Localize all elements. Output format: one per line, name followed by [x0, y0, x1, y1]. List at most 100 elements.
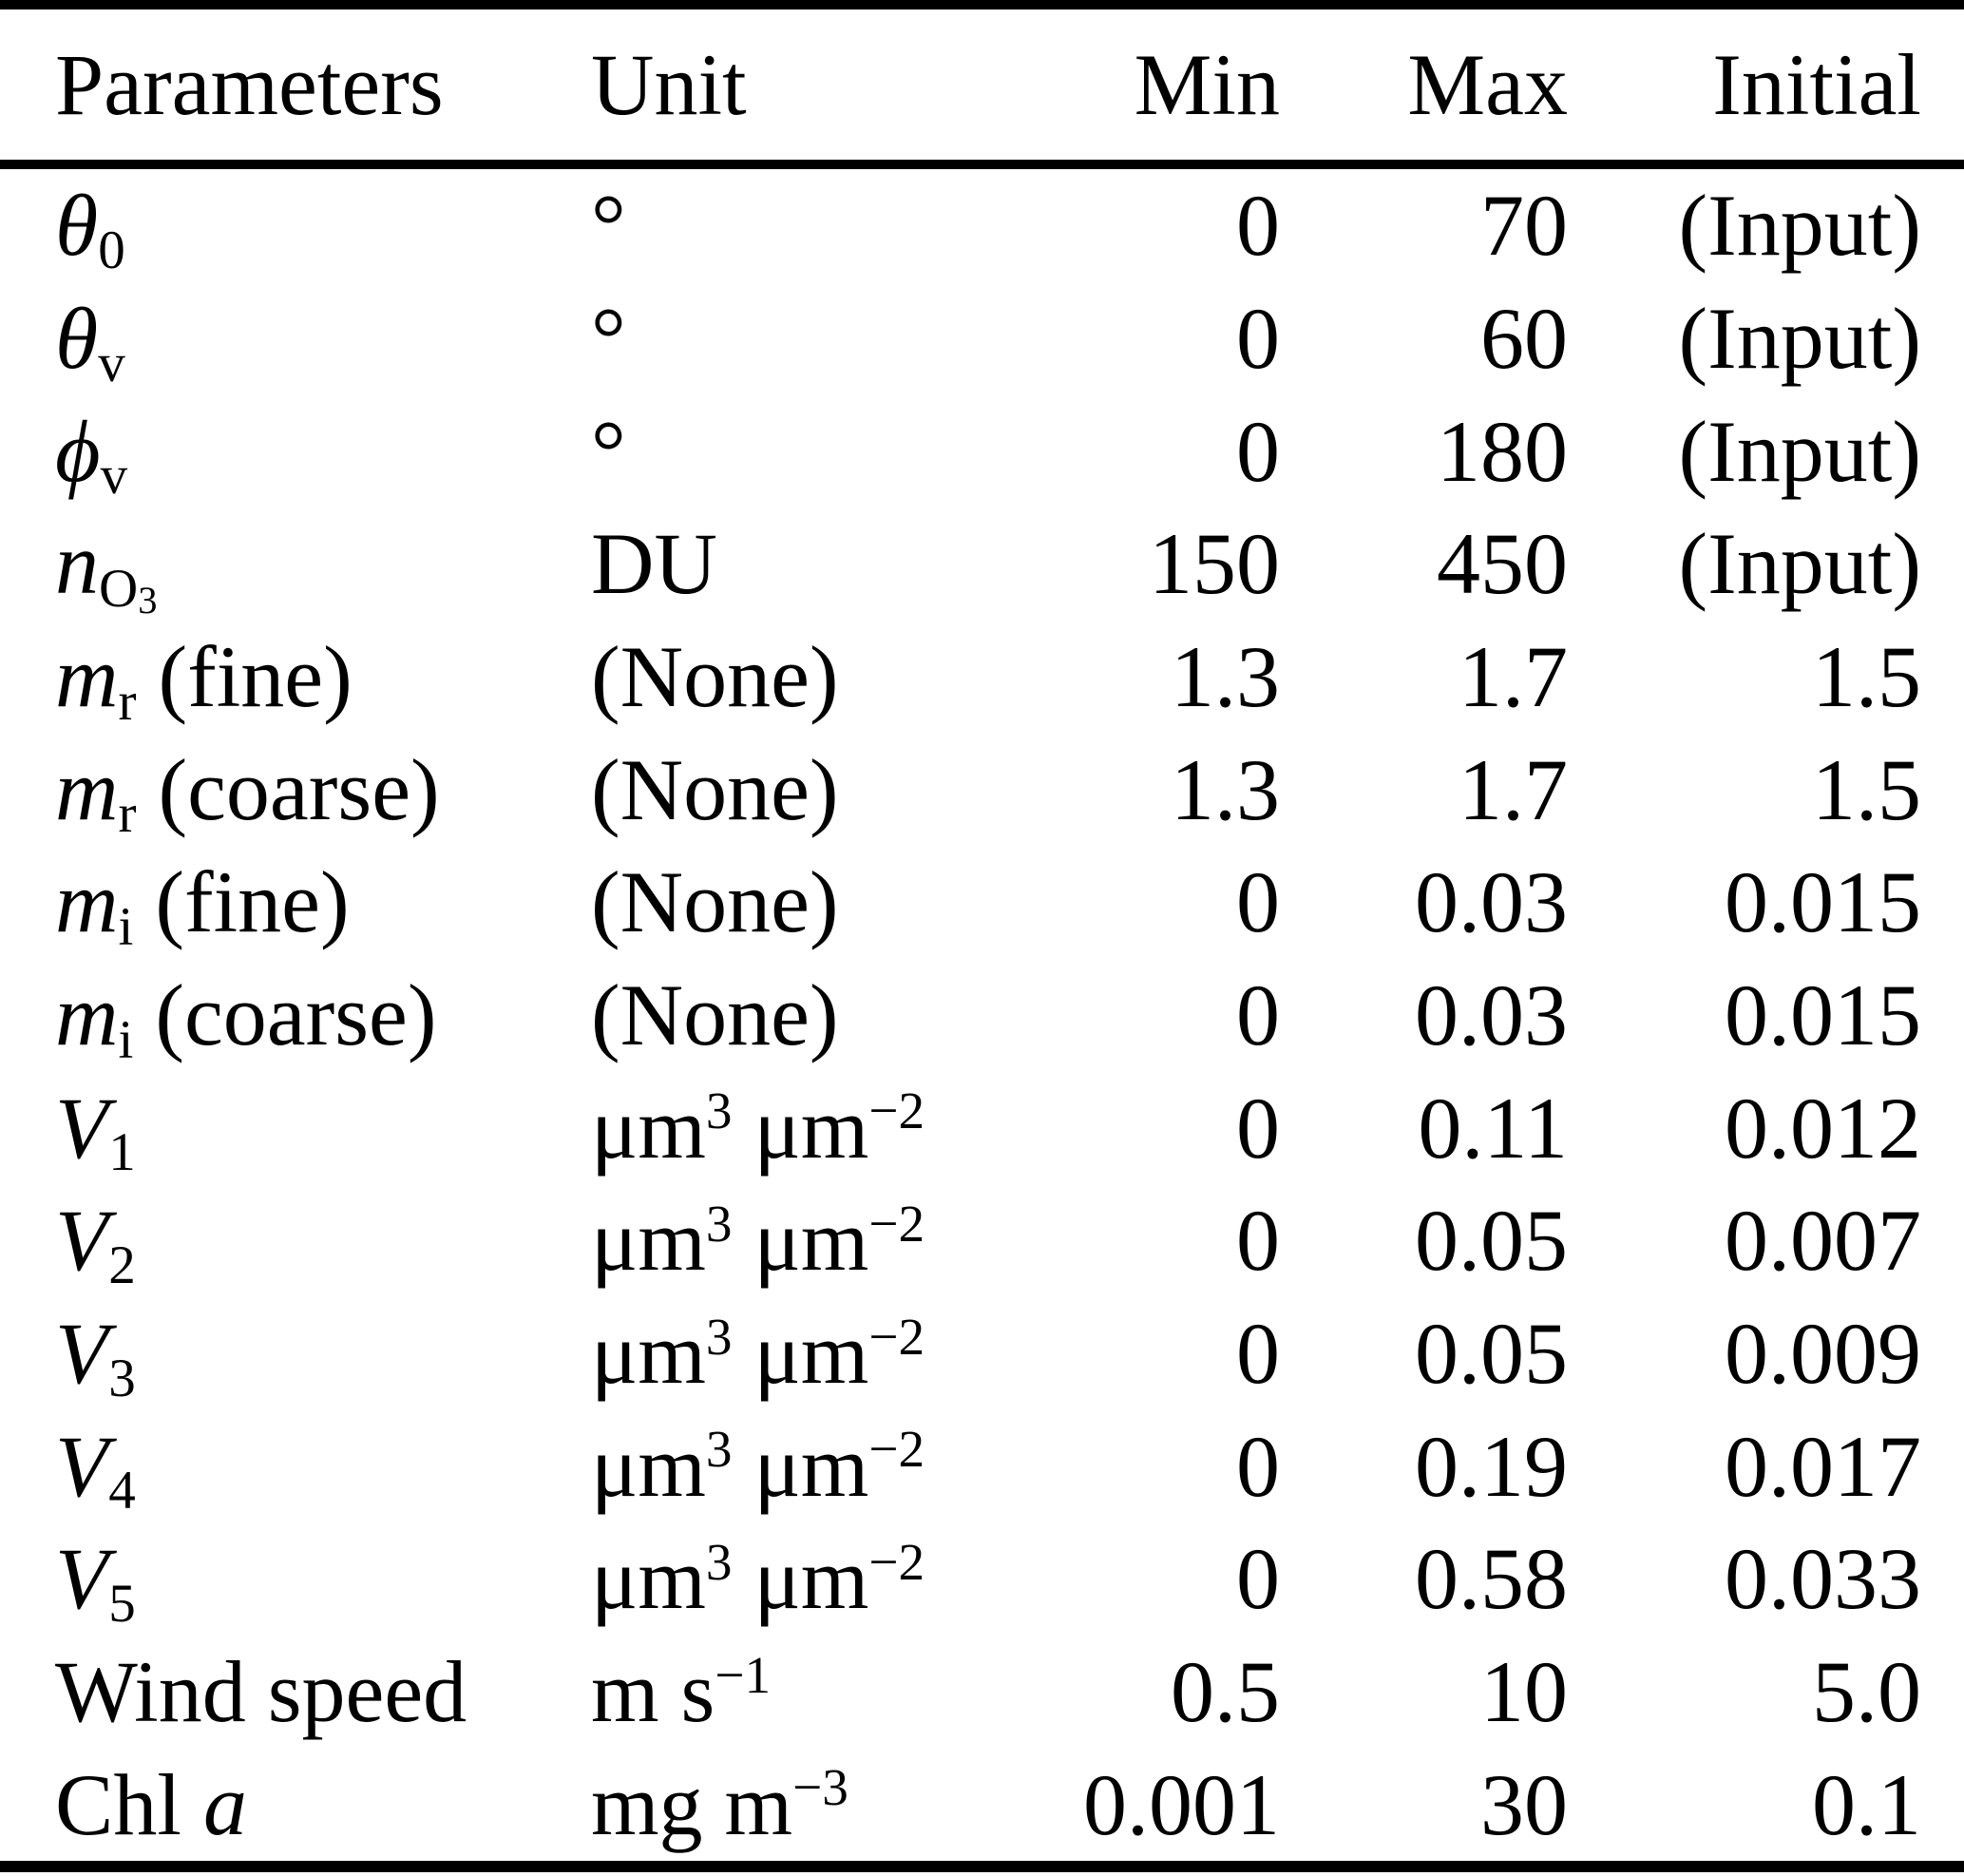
parameter-cell: V1	[55, 1079, 136, 1183]
initial-cell: (Input)	[1678, 515, 1921, 613]
initial-cell: 0.017	[1725, 1417, 1921, 1515]
max-cell: 1.7	[1459, 740, 1568, 838]
parameter-cell: mi (fine)	[55, 853, 350, 957]
max-cell: 0.05	[1415, 1192, 1568, 1290]
max-cell: 1.7	[1459, 627, 1568, 725]
parameter-cell: V2	[55, 1192, 136, 1295]
max-cell: 0.19	[1415, 1417, 1568, 1515]
initial-cell: 5.0	[1812, 1642, 1921, 1740]
initial-cell: (Input)	[1678, 177, 1921, 275]
min-cell: 1.3	[1171, 740, 1280, 838]
max-cell: 0.11	[1418, 1079, 1568, 1177]
min-cell: 150	[1149, 515, 1280, 613]
col-header-min: Min	[1134, 36, 1280, 133]
col-header-initial: Initial	[1712, 36, 1921, 133]
table-row: V3 μm3 μm−2 0 0.05 0.009	[0, 1297, 1964, 1410]
min-cell: 0	[1236, 1530, 1280, 1628]
header-rule	[0, 160, 1964, 169]
table-row: mi (coarse) (None) 0 0.03 0.015	[0, 959, 1964, 1072]
initial-cell: 0.015	[1725, 966, 1921, 1063]
parameter-cell: nO3	[55, 515, 158, 622]
max-cell: 0.03	[1415, 853, 1568, 951]
max-cell: 450	[1437, 515, 1568, 613]
max-cell: 30	[1480, 1755, 1568, 1853]
min-cell: 0	[1236, 1417, 1280, 1515]
table-row: V4 μm3 μm−2 0 0.19 0.017	[0, 1409, 1964, 1522]
table-row: mr (fine) (None) 1.3 1.7 1.5	[0, 621, 1964, 734]
table-body: θ0 ° 0 70 (Input) θv ° 0 60 (Input) ϕv ° 0 180 (Input)…	[0, 169, 1964, 1861]
unit-cell: μm3 μm−2	[591, 1304, 925, 1402]
max-cell: 10	[1480, 1642, 1568, 1740]
bottom-rule	[0, 1861, 1964, 1872]
max-cell: 180	[1437, 402, 1568, 500]
unit-cell: (None)	[591, 627, 839, 725]
table-row: mi (fine) (None) 0 0.03 0.015	[0, 846, 1964, 959]
parameter-cell: V5	[55, 1530, 136, 1634]
unit-cell: mg m−3	[591, 1755, 849, 1853]
initial-cell: 0.015	[1725, 853, 1921, 951]
min-cell: 0	[1236, 1304, 1280, 1402]
unit-cell: μm3 μm−2	[591, 1079, 925, 1177]
table-row: V2 μm3 μm−2 0 0.05 0.007	[0, 1184, 1964, 1297]
initial-cell: 0.033	[1725, 1530, 1921, 1628]
min-cell: 0	[1236, 1192, 1280, 1290]
max-cell: 70	[1480, 177, 1568, 275]
unit-cell: °	[591, 402, 626, 500]
unit-cell: °	[591, 177, 626, 275]
parameter-cell: Chl a	[55, 1755, 247, 1853]
min-cell: 0	[1236, 402, 1280, 500]
table-row: ϕv ° 0 180 (Input)	[0, 394, 1964, 507]
initial-cell: (Input)	[1678, 289, 1921, 387]
unit-cell: μm3 μm−2	[591, 1530, 925, 1628]
initial-cell: 1.5	[1812, 740, 1921, 838]
table-row: nO3 DU 150 450 (Input)	[0, 507, 1964, 622]
parameter-cell: mr (fine)	[55, 627, 353, 732]
initial-cell: 0.007	[1725, 1192, 1921, 1290]
table-row: Chl a mg m−3 0.001 30 0.1	[0, 1748, 1964, 1861]
min-cell: 0.001	[1083, 1755, 1280, 1853]
initial-cell: 1.5	[1812, 627, 1921, 725]
unit-cell: (None)	[591, 853, 839, 951]
unit-cell: μm3 μm−2	[591, 1192, 925, 1290]
min-cell: 0	[1236, 289, 1280, 387]
table-row: Wind speed m s−1 0.5 10 5.0	[0, 1636, 1964, 1749]
initial-cell: 0.012	[1725, 1079, 1921, 1177]
unit-cell: μm3 μm−2	[591, 1417, 925, 1515]
min-cell: 0.5	[1171, 1642, 1280, 1740]
initial-cell: 0.009	[1725, 1304, 1921, 1402]
table-row: θ0 ° 0 70 (Input)	[0, 169, 1964, 282]
unit-cell: DU	[591, 515, 717, 613]
unit-cell: (None)	[591, 740, 839, 838]
initial-cell: (Input)	[1678, 402, 1921, 500]
max-cell: 0.58	[1415, 1530, 1568, 1628]
parameter-cell: V3	[55, 1304, 136, 1408]
min-cell: 1.3	[1171, 627, 1280, 725]
min-cell: 0	[1236, 1079, 1280, 1177]
table-header-row: Parameters Unit Min Max Initial	[0, 10, 1964, 160]
col-header-parameters: Parameters	[55, 36, 444, 133]
min-cell: 0	[1236, 966, 1280, 1063]
col-header-unit: Unit	[591, 36, 747, 133]
max-cell: 60	[1480, 289, 1568, 387]
parameter-cell: V4	[55, 1417, 136, 1522]
table-row: V1 μm3 μm−2 0 0.11 0.012	[0, 1071, 1964, 1184]
unit-cell: (None)	[591, 966, 839, 1063]
min-cell: 0	[1236, 853, 1280, 951]
parameter-cell: Wind speed	[55, 1642, 467, 1740]
top-rule	[0, 0, 1964, 10]
parameter-cell: ϕv	[55, 402, 128, 507]
min-cell: 0	[1236, 177, 1280, 275]
parameter-cell: θ0	[55, 177, 125, 281]
unit-cell: m s−1	[591, 1642, 772, 1740]
parameter-cell: θv	[55, 289, 125, 393]
table-row: V5 μm3 μm−2 0 0.58 0.033	[0, 1522, 1964, 1636]
parameter-cell: mr (coarse)	[55, 740, 440, 845]
col-header-max: Max	[1407, 36, 1568, 133]
table-row: θv ° 0 60 (Input)	[0, 282, 1964, 395]
initial-cell: 0.1	[1812, 1755, 1921, 1853]
max-cell: 0.03	[1415, 966, 1568, 1063]
table-row: mr (coarse) (None) 1.3 1.7 1.5	[0, 733, 1964, 846]
unit-cell: °	[591, 289, 626, 387]
max-cell: 0.05	[1415, 1304, 1568, 1402]
